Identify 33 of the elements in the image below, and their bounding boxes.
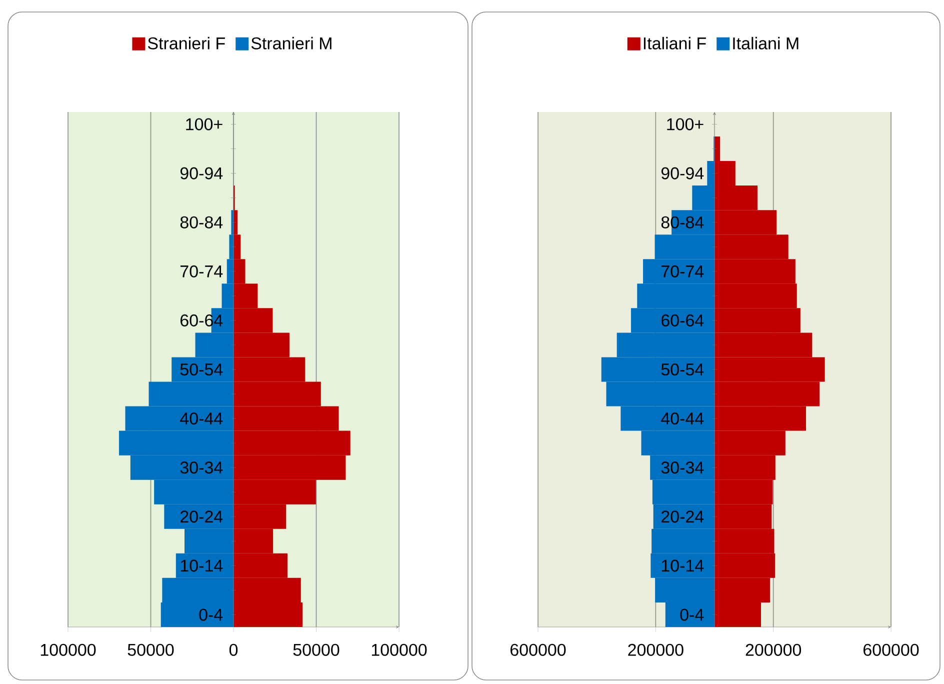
y-tick-label: 10-14: [662, 560, 704, 572]
y-tick-label: 40-44: [180, 412, 223, 425]
y-tick-label: 50-54: [661, 363, 704, 376]
legend-label: Italiani M: [733, 36, 798, 50]
y-tick-label: 30-34: [661, 462, 704, 474]
y-tick-label: 100+: [186, 118, 222, 130]
x-tick-label: 100000: [40, 644, 96, 656]
x-tick-label: 100000: [372, 644, 427, 656]
y-tick-label: 30-34: [180, 462, 223, 474]
y-tick-label: 90-94: [661, 167, 704, 180]
y-tick-label: 40-44: [661, 412, 704, 425]
x-tick-label: 200000: [628, 644, 684, 656]
x-tick-label: 600000: [864, 644, 919, 656]
x-tick-label: 50000: [293, 644, 340, 656]
y-tick-label: 0-4: [680, 608, 704, 621]
legend-label: Italiani F: [644, 36, 706, 50]
y-tick-label: 80-84: [180, 216, 223, 228]
y-tick-label: 100+: [667, 118, 704, 130]
y-tick-label: 70-74: [180, 265, 223, 278]
y-tick-label: 10-14: [180, 560, 223, 572]
x-tick-label: 200000: [746, 644, 802, 656]
y-tick-label: 60-64: [662, 314, 704, 326]
y-tick-label: 50-54: [180, 363, 223, 376]
legend-label: Stranieri F: [148, 36, 225, 50]
y-tick-label: 90-94: [180, 167, 223, 180]
x-tick-label: 600000: [510, 644, 566, 656]
y-tick-label: 20-24: [662, 510, 704, 523]
x-tick-label: 0: [229, 644, 238, 656]
x-tick-label: 50000: [128, 644, 174, 656]
y-tick-label: 0-4: [199, 608, 223, 621]
y-tick-label: 20-24: [180, 510, 223, 523]
y-tick-label: 70-74: [662, 265, 704, 278]
legend-label: Stranieri M: [251, 36, 332, 50]
